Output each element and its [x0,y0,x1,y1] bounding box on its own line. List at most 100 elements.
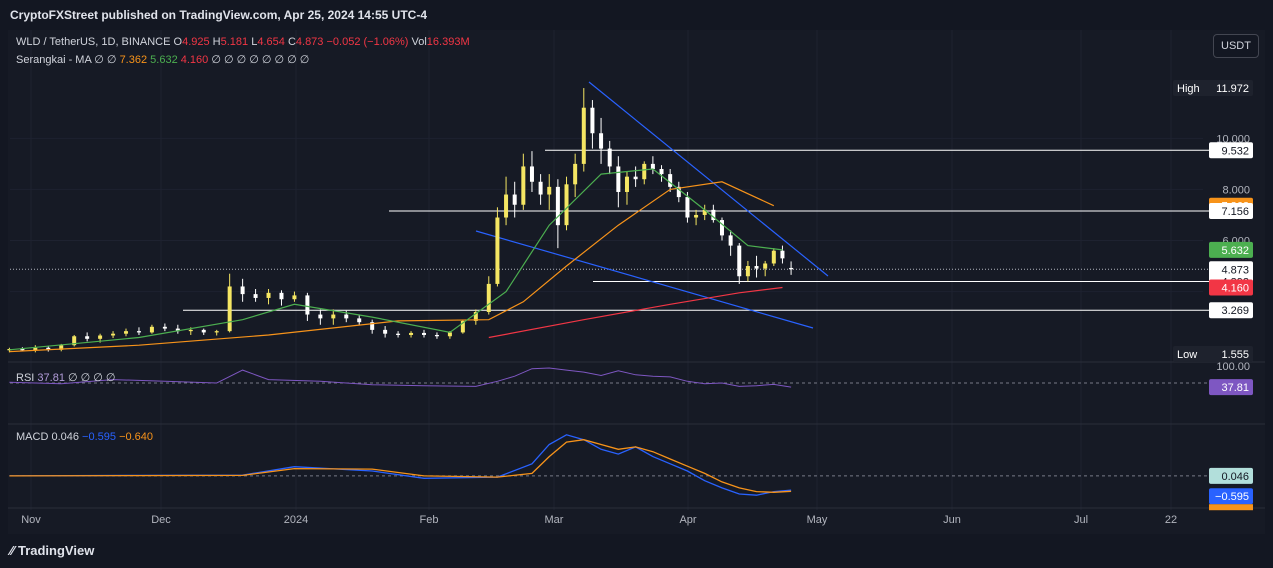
candle-body [754,266,759,269]
candle-body [719,220,724,236]
candle-body [685,197,690,218]
volume-value: 16.393M [426,36,470,48]
price-tick-label: 8.000 [1222,184,1250,196]
time-tick-label: Jun [943,514,961,526]
candle-body [590,107,595,134]
close-value: 4.873 [295,36,324,48]
symbol-title[interactable]: WLD / TetherUS, 1D, BINANCE [16,36,171,48]
candle-body [676,186,681,198]
price-label-box [1209,241,1253,258]
moving-average-line [9,168,783,351]
candlestick-series [7,88,794,353]
candle-body [745,266,750,277]
candle-body [780,250,785,259]
candle-body [460,320,465,333]
candle-body [555,186,560,226]
change-value: −0.052 (−1.06%) [326,36,409,48]
candle-body [20,349,25,351]
rsi-tick-label: 100.00 [1216,361,1250,373]
price-label-key: Low [1177,349,1197,361]
low-value: 4.654 [257,36,285,48]
candle-body [305,295,310,315]
candle-body [136,331,141,333]
candle-body [573,163,578,185]
candle-body [370,322,375,330]
price-label-box [1173,346,1253,362]
macd-hist-value: 0.046 [51,431,79,443]
price-label-key: High [1177,83,1200,95]
time-tick-label: Jul [1074,514,1088,526]
macd-signal-line [9,439,792,493]
candle-body [188,329,193,332]
candle-body [111,333,116,336]
rsi-value-label: 37.81 [1221,382,1249,394]
time-tick-label: Nov [21,514,41,526]
candle-body [668,174,673,187]
ma3-value: 4.160 [180,54,209,66]
open-key: O [173,36,183,48]
ma-indicator-name[interactable]: Serangkai - MA [16,54,92,66]
price-label-value: 3.269 [1221,305,1249,317]
close-key: C [287,36,296,48]
moving-average-series [9,168,783,353]
time-tick-label: Dec [151,514,171,526]
ma2-value: 5.632 [150,54,178,66]
price-label-box [1209,302,1253,319]
candle-body [650,163,655,169]
candle-body [240,286,245,295]
candle-body [162,326,167,329]
candle-body [529,166,534,182]
macd-label[interactable]: MACD [16,431,49,443]
price-label-box [1173,80,1253,96]
price-label-value: 4.160 [1221,282,1249,294]
support-trendline [475,230,814,329]
candle-body [124,331,129,334]
published-caption: CryptoFXStreet published on TradingView.… [10,8,427,22]
candle-body [85,336,90,339]
candle-body [564,184,569,226]
bottom-bar [0,534,1273,568]
candle-body [789,267,794,270]
ohlc-legend: WLD / TetherUS, 1D, BINANCE O4.925 H5.18… [16,36,470,48]
macd-line-label: −0.595 [1215,491,1249,503]
grid-lines [8,30,1265,510]
candle-body [763,263,768,269]
candle-body [253,294,258,298]
candle-body [33,347,38,351]
macd-signal-box [1209,504,1253,511]
candle-body [331,314,336,319]
time-tick-label: Apr [679,514,696,526]
candle-body [504,194,509,218]
candle-body [728,235,733,246]
high-value: 5.181 [220,36,249,48]
candle-body [616,166,621,192]
time-tick-label: Feb [420,514,439,526]
rsi-label[interactable]: RSI [16,372,35,384]
candle-body [201,329,206,333]
candle-body [72,336,77,346]
low-key: L [251,36,258,48]
open-value: 4.925 [182,36,210,48]
candle-body [292,295,297,300]
price-label-box [1209,261,1253,278]
macd-line-box [1209,488,1253,505]
candle-body [771,250,776,264]
macd-line [9,434,792,496]
price-label-value: 1.555 [1221,349,1249,361]
candle-body [46,347,51,350]
candle-body [711,209,716,221]
rsi-value: 37.81 [37,372,65,384]
candle-body [581,107,586,164]
price-label-value: 9.532 [1221,145,1249,157]
rsi-line [9,367,792,388]
ma-legend: Serangkai - MA ∅ ∅ 7.362 5.632 4.160 ∅ ∅… [16,53,309,66]
rsi-value-box [1209,379,1253,396]
candle-body [214,331,219,333]
candle-body [702,209,707,215]
currency-button[interactable]: USDT [1213,34,1259,58]
tradingview-logo-icon: ⁄⁄ [10,543,15,558]
candle-body [344,314,349,319]
candle-body [396,333,401,335]
candle-body [521,166,526,205]
